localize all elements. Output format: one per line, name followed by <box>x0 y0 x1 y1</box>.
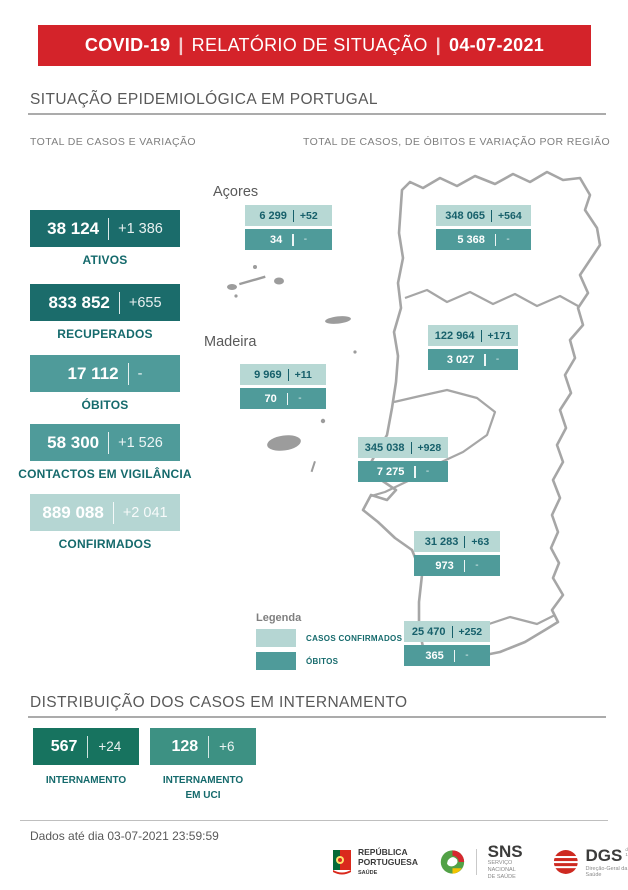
legend-item-deaths: ÓBITOS <box>256 652 402 670</box>
recuperados-label: RECUPERADOS <box>57 327 153 341</box>
dgs-sphere-icon <box>551 850 580 875</box>
centro-cases-box: 122 964 +171 <box>428 325 518 346</box>
region-stats-madeira: 9 969 +11 70- <box>240 364 326 412</box>
banner-title: RELATÓRIO DE SITUAÇÃO <box>191 35 428 55</box>
internamento-label: INTERNAMENTO <box>45 775 127 786</box>
data-cutoff-note: Dados até dia 03-07-2021 23:59:59 <box>30 829 219 843</box>
portugal-flag-icon <box>333 850 351 875</box>
lvt-cases-box: 345 038 +928 <box>358 437 448 458</box>
acores-deaths-box: 34- <box>245 229 332 250</box>
acores-islands <box>227 265 357 354</box>
border-norte-centro <box>404 288 579 308</box>
alentejo-deaths-box: 973- <box>414 555 500 576</box>
norte-cases-box: 348 065 +564 <box>436 205 531 226</box>
recuperados-box: 833 852 +655 <box>30 284 180 321</box>
region-stats-acores: 6 299 +52 34- <box>245 205 332 253</box>
region-stats-norte: 348 065 +564 5 368- <box>436 205 531 253</box>
regions-column-header: TOTAL DE CASOS, DE ÓBITOS E VARIAÇÃO POR… <box>303 136 611 148</box>
region-stats-centro: 122 964 +171 3 027- <box>428 325 518 373</box>
dgs-logo: DGS desde 1899 Direção-Geral da Saúde <box>551 845 628 878</box>
contactos-label: CONTACTOS EM VIGILÂNCIA <box>18 467 192 481</box>
banner-separator: | <box>435 35 442 55</box>
sns-circle-icon <box>440 850 465 874</box>
epi-section-rule <box>28 113 606 115</box>
internamento-uci-label: INTERNAMENTO EM UCI <box>162 775 244 801</box>
legend-swatch-deaths <box>256 652 296 670</box>
hospital-section-rule <box>28 716 606 718</box>
stat-ativos: 38 124 +1 386 ATIVOS <box>30 210 180 267</box>
legend-swatch-confirmed <box>256 629 296 647</box>
madeira-cases-box: 9 969 +11 <box>240 364 326 385</box>
acores-cases-box: 6 299 +52 <box>245 205 332 226</box>
republica-saude-text: SAÚDE <box>358 870 378 877</box>
legend-item-confirmed: CASOS CONFIRMADOS <box>256 629 402 647</box>
sns-logo: SNS SERVIÇO NACIONAL DE SAÚDE <box>440 843 530 881</box>
internamento-uci-box: 128 +6 <box>150 728 256 765</box>
republica-portuguesa-logo: REPÚBLICA PORTUGUESA SAÚDE <box>332 846 418 877</box>
ativos-label: ATIVOS <box>82 253 128 267</box>
stat-contactos: 58 300 +1 526 CONTACTOS EM VIGILÂNCIA <box>18 424 192 481</box>
sns-name: SNS <box>487 842 523 861</box>
norte-deaths-box: 5 368- <box>436 229 531 250</box>
dgs-since: desde 1899 <box>625 846 628 858</box>
banner-date: 04-07-2021 <box>449 35 545 55</box>
madeira-label: Madeira <box>204 334 257 350</box>
contactos-box: 58 300 +1 526 <box>30 424 180 461</box>
confirmados-label: CONFIRMADOS <box>58 537 152 551</box>
epi-section-title: SITUAÇÃO EPIDEMIOLÓGICA EM PORTUGAL <box>30 91 378 108</box>
acores-label: Açores <box>213 184 259 200</box>
footer-logos: REPÚBLICA PORTUGUESA SAÚDE SNS SERVIÇO N… <box>332 843 628 881</box>
madeira-deaths-box: 70- <box>240 388 326 409</box>
report-banner: COVID-19 | RELATÓRIO DE SITUAÇÃO | 04-07… <box>38 25 591 66</box>
republica-text: REPÚBLICA PORTUGUESA <box>358 846 418 867</box>
sns-divider <box>475 849 477 876</box>
alentejo-cases-box: 31 283 +63 <box>414 531 500 552</box>
stat-internamento: 567 +24 INTERNAMENTO <box>33 728 139 788</box>
map-legend: Legenda CASOS CONFIRMADOS ÓBITOS <box>256 612 402 670</box>
sns-subtitle: SERVIÇO NACIONAL DE SAÚDE <box>487 860 516 881</box>
region-stats-algarve: 25 470 +252 365- <box>404 621 490 669</box>
centro-deaths-box: 3 027- <box>428 349 518 370</box>
internamento-box: 567 +24 <box>33 728 139 765</box>
region-stats-alentejo: 31 283 +63 973- <box>414 531 500 579</box>
algarve-deaths-box: 365- <box>404 645 490 666</box>
region-stats-lisboa-vale-tejo: 345 038 +928 7 275- <box>358 437 448 485</box>
dgs-subtitle: Direção-Geral da Saúde <box>585 865 628 878</box>
stat-obitos: 17 112- ÓBITOS <box>30 355 180 412</box>
stat-recuperados: 833 852 +655 RECUPERADOS <box>30 284 180 341</box>
banner-product: COVID-19 <box>84 35 171 55</box>
stat-confirmados: 889 088 +2 041 CONFIRMADOS <box>30 494 180 551</box>
footer-rule <box>20 820 608 821</box>
algarve-cases-box: 25 470 +252 <box>404 621 490 642</box>
legend-title: Legenda <box>256 612 302 624</box>
dgs-name: DGS <box>585 845 623 865</box>
stat-internamento-uci: 128 +6 INTERNAMENTO EM UCI <box>150 728 256 803</box>
lvt-deaths-box: 7 275- <box>358 461 448 482</box>
hospital-section-title: DISTRIBUIÇÃO DOS CASOS EM INTERNAMENTO <box>30 694 408 711</box>
border-centro-lvt <box>370 388 497 498</box>
obitos-box: 17 112- <box>30 355 180 392</box>
obitos-label: ÓBITOS <box>81 398 129 412</box>
totals-column-header: TOTAL DE CASOS E VARIAÇÃO <box>30 136 196 148</box>
ativos-box: 38 124 +1 386 <box>30 210 180 247</box>
madeira-islands <box>267 418 326 473</box>
confirmados-box: 889 088 +2 041 <box>30 494 180 531</box>
banner-separator: | <box>178 35 184 55</box>
